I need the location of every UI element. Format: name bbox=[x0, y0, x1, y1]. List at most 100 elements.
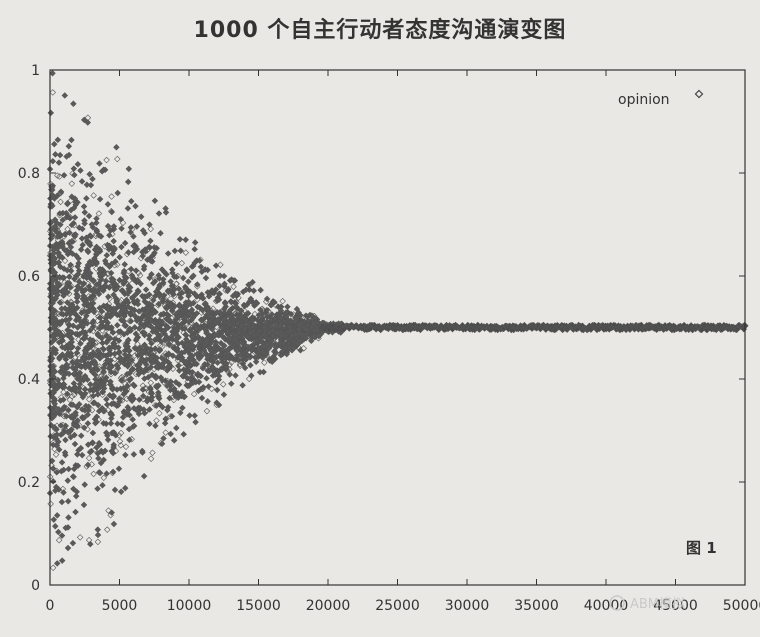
y-axis: 0 0.2 0.4 0.6 0.8 1 bbox=[18, 63, 745, 594]
data-point bbox=[240, 345, 247, 353]
data-point bbox=[110, 520, 118, 528]
data-point bbox=[227, 306, 234, 314]
data-point bbox=[95, 377, 103, 385]
data-point bbox=[99, 481, 106, 489]
data-point bbox=[81, 220, 88, 227]
data-point bbox=[191, 245, 198, 253]
data-point bbox=[68, 136, 75, 144]
y-tick-label: 0 bbox=[31, 578, 40, 594]
data-point bbox=[73, 488, 80, 495]
data-point bbox=[167, 278, 174, 285]
data-point bbox=[143, 361, 150, 368]
data-point bbox=[283, 350, 290, 358]
data-point bbox=[90, 327, 97, 335]
data-point bbox=[200, 384, 207, 391]
data-point bbox=[261, 331, 269, 339]
data-point bbox=[95, 365, 102, 373]
data-point bbox=[149, 310, 156, 318]
data-point bbox=[63, 413, 70, 420]
data-point bbox=[98, 286, 105, 293]
data-point bbox=[284, 303, 291, 311]
data-point bbox=[235, 294, 242, 302]
data-point bbox=[94, 526, 101, 533]
data-point bbox=[91, 446, 99, 453]
data-point bbox=[217, 339, 225, 347]
data-point bbox=[61, 92, 69, 99]
data-point bbox=[117, 429, 125, 437]
data-point bbox=[70, 473, 77, 481]
data-point bbox=[55, 406, 63, 413]
data-point bbox=[87, 381, 94, 388]
data-point bbox=[69, 359, 77, 366]
data-point bbox=[162, 304, 170, 311]
data-point bbox=[56, 151, 64, 159]
data-point bbox=[56, 299, 64, 306]
data-point bbox=[281, 324, 289, 332]
data-point bbox=[208, 287, 216, 294]
data-point bbox=[95, 439, 103, 447]
data-point bbox=[185, 292, 192, 300]
data-point bbox=[66, 315, 73, 323]
data-point bbox=[70, 485, 77, 493]
data-point bbox=[150, 296, 157, 304]
data-point bbox=[96, 160, 103, 167]
data-point bbox=[153, 402, 160, 409]
data-point bbox=[55, 329, 62, 337]
data-point bbox=[109, 311, 116, 318]
data-point bbox=[185, 278, 192, 285]
data-point bbox=[263, 295, 271, 303]
data-point bbox=[81, 347, 89, 354]
data-point bbox=[273, 329, 281, 336]
data-point bbox=[246, 354, 254, 361]
data-point bbox=[297, 322, 304, 329]
data-point bbox=[272, 349, 280, 357]
data-point bbox=[141, 329, 148, 337]
data-point bbox=[182, 236, 189, 243]
data-point bbox=[191, 239, 199, 246]
data-point bbox=[300, 345, 307, 352]
data-point bbox=[213, 378, 220, 386]
data-point bbox=[119, 421, 126, 428]
data-point bbox=[99, 391, 106, 399]
data-point bbox=[175, 285, 183, 293]
data-point bbox=[139, 382, 147, 389]
x-tick-label: 45000 bbox=[653, 598, 698, 614]
data-point bbox=[315, 332, 323, 340]
data-point bbox=[81, 209, 89, 216]
data-point bbox=[122, 443, 130, 450]
data-point bbox=[279, 348, 286, 355]
data-point bbox=[238, 322, 245, 330]
data-point bbox=[167, 413, 174, 420]
data-point bbox=[76, 278, 83, 286]
data-point bbox=[277, 307, 285, 314]
data-point bbox=[81, 301, 88, 309]
data-point bbox=[263, 306, 271, 314]
data-point bbox=[288, 338, 296, 346]
data-point bbox=[248, 351, 256, 359]
data-point bbox=[133, 406, 140, 414]
data-point bbox=[93, 228, 101, 235]
data-point bbox=[96, 195, 104, 203]
data-point bbox=[49, 379, 57, 387]
data-point bbox=[148, 371, 156, 378]
data-point bbox=[122, 380, 129, 388]
data-point bbox=[93, 444, 100, 451]
data-point bbox=[141, 375, 148, 382]
data-point bbox=[87, 295, 94, 303]
data-point bbox=[59, 429, 67, 437]
data-point bbox=[90, 320, 97, 327]
data-point bbox=[94, 538, 102, 546]
data-point bbox=[67, 353, 75, 360]
data-point bbox=[78, 235, 86, 242]
data-point bbox=[162, 205, 169, 212]
y-tick-label: 1 bbox=[31, 63, 40, 79]
data-point bbox=[279, 297, 286, 305]
data-point bbox=[47, 500, 54, 508]
data-point bbox=[148, 302, 156, 309]
data-point bbox=[88, 259, 96, 267]
data-point bbox=[130, 233, 137, 240]
data-point bbox=[188, 328, 195, 336]
data-point bbox=[269, 332, 277, 339]
data-point bbox=[167, 430, 174, 438]
data-point bbox=[54, 376, 62, 384]
